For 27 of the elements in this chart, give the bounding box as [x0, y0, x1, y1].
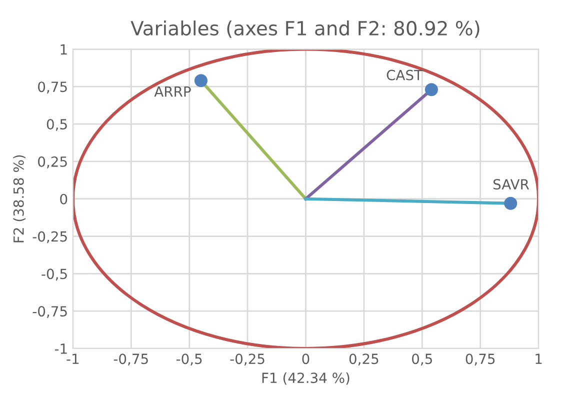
x-tick-label: 0,5 — [412, 354, 432, 366]
y-tick-label: -0,25 — [32, 231, 67, 244]
point — [194, 74, 208, 88]
x-tick-label: -0,75 — [114, 354, 148, 366]
x-axis-title: F1 (42.34 %) — [262, 372, 350, 385]
y-axis-title: F2 (38.58 %) — [13, 155, 26, 242]
y-tick-label: 0,25 — [38, 156, 67, 168]
y-tick-label: 0 — [60, 194, 68, 204]
y-tick-label: 0,75 — [38, 82, 67, 94]
y-tick-label: 1 — [60, 44, 67, 54]
y-tick-label: 0,5 — [46, 118, 67, 131]
x-tick-label: 0,25 — [349, 354, 378, 366]
chart-title: Variables (axes F1 and F2: 80.92 %) — [130, 20, 480, 38]
x-tick-label: -1 — [66, 354, 79, 364]
annotation: SAVR — [493, 179, 530, 190]
x-tick-label: -0,25 — [230, 354, 264, 366]
point — [424, 83, 438, 96]
y-tick-label: -1 — [54, 344, 67, 354]
y-tick-label: -0,5 — [42, 268, 67, 281]
x-tick-label: -0,5 — [176, 354, 202, 366]
annotation: ARRP — [154, 86, 191, 97]
y-tick-label: -0,75 — [32, 306, 67, 318]
annotation: CAST — [386, 70, 423, 80]
x-tick-label: 0 — [302, 354, 310, 364]
x-tick-label: 1 — [536, 354, 542, 364]
x-tick-label: 0,75 — [466, 354, 495, 366]
point — [504, 196, 518, 210]
